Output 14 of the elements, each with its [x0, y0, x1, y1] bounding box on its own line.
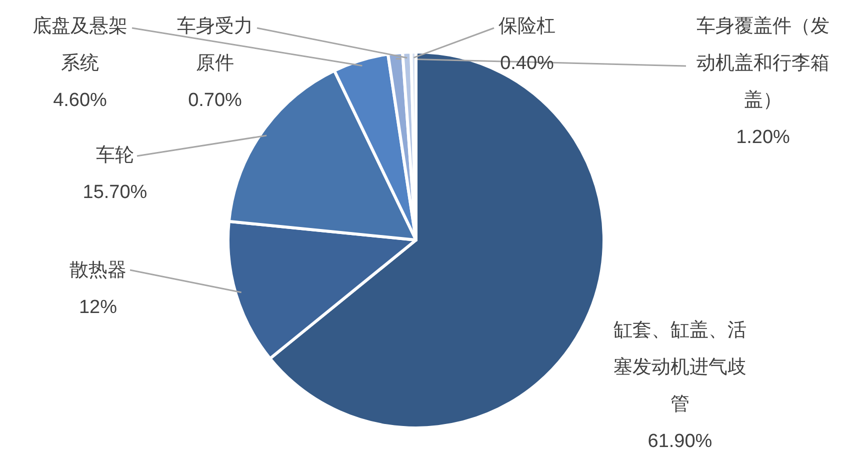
- data-label: 1.20%: [735, 126, 791, 150]
- slice-label: 缸套、缸盖、活塞发动机进气歧管: [612, 318, 748, 417]
- slice-label: 散热器: [68, 259, 128, 283]
- slice-label: 底盘及悬架系统: [32, 15, 128, 76]
- data-label: 0.40%: [499, 52, 555, 76]
- slice-label: 车身受力原件: [176, 15, 254, 76]
- data-label: 4.60%: [52, 89, 108, 113]
- data-label: 15.70%: [82, 181, 148, 205]
- data-label: 61.90%: [646, 430, 714, 454]
- slice-label: 车轮: [95, 144, 135, 168]
- data-label: 0.70%: [187, 89, 243, 113]
- slice-label: 车身覆盖件（发动机盖和行李箱盖）: [696, 14, 830, 113]
- data-label: 12%: [78, 296, 118, 320]
- slice-label: 保险杠: [498, 15, 556, 39]
